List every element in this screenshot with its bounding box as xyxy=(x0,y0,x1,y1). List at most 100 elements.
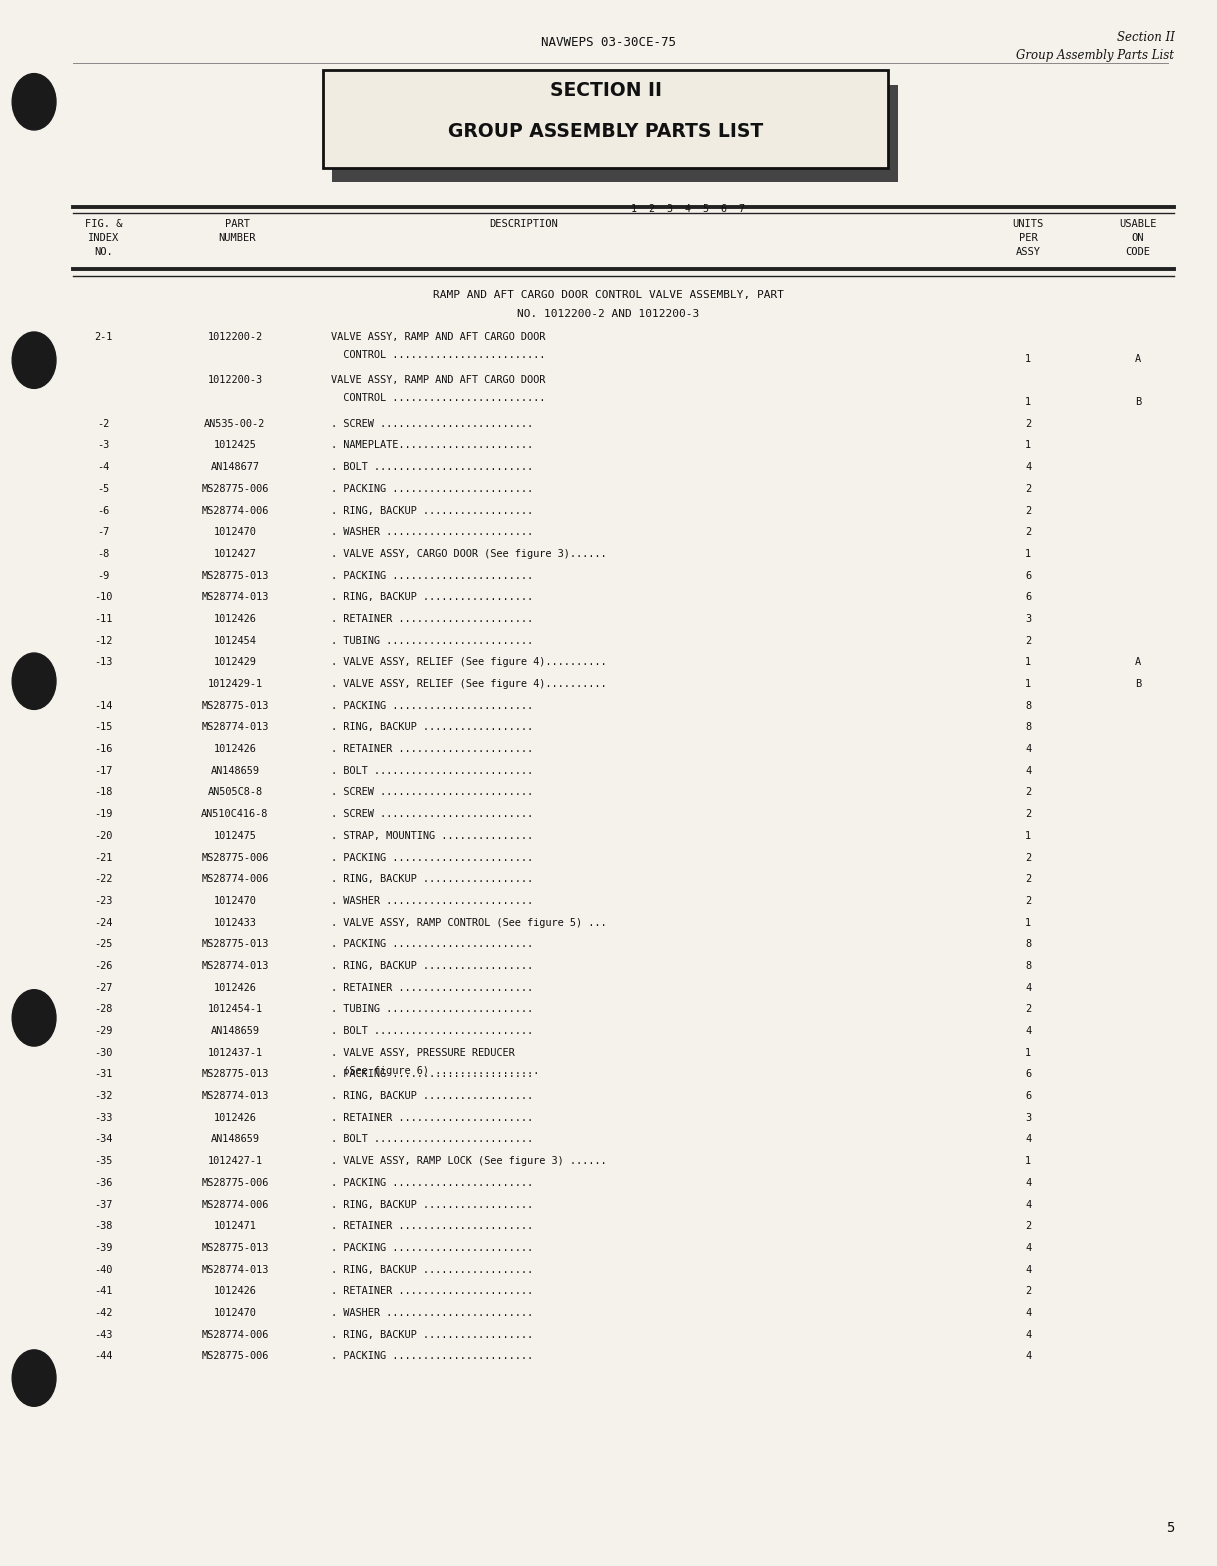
Text: 1: 1 xyxy=(1025,354,1032,363)
Text: 1: 1 xyxy=(1025,918,1032,927)
Text: 6: 6 xyxy=(1025,1092,1032,1101)
Text: -23: -23 xyxy=(94,896,113,905)
Text: . PACKING .......................: . PACKING ....................... xyxy=(331,570,533,581)
Text: -5: -5 xyxy=(97,484,110,493)
Text: -22: -22 xyxy=(94,874,113,885)
Text: SECTION II: SECTION II xyxy=(550,81,662,100)
Text: -41: -41 xyxy=(94,1286,113,1297)
Text: . VALVE ASSY, PRESSURE REDUCER: . VALVE ASSY, PRESSURE REDUCER xyxy=(331,1048,515,1057)
Text: 1: 1 xyxy=(1025,548,1032,559)
Text: MS28774-006: MS28774-006 xyxy=(201,874,269,885)
Text: 2: 2 xyxy=(1025,896,1032,905)
Text: RAMP AND AFT CARGO DOOR CONTROL VALVE ASSEMBLY, PART: RAMP AND AFT CARGO DOOR CONTROL VALVE AS… xyxy=(433,290,784,299)
Text: . RETAINER ......................: . RETAINER ...................... xyxy=(331,1221,533,1231)
Text: 2: 2 xyxy=(1025,528,1032,537)
Circle shape xyxy=(12,74,56,130)
Text: . RING, BACKUP ..................: . RING, BACKUP .................. xyxy=(331,506,533,515)
Text: -19: -19 xyxy=(94,810,113,819)
Text: 1012427: 1012427 xyxy=(213,548,257,559)
Text: 2: 2 xyxy=(1025,1286,1032,1297)
Text: 6: 6 xyxy=(1025,570,1032,581)
Text: -30: -30 xyxy=(94,1048,113,1057)
Text: MS28774-006: MS28774-006 xyxy=(201,1200,269,1209)
Text: . VALVE ASSY, RAMP LOCK (See figure 3) ......: . VALVE ASSY, RAMP LOCK (See figure 3) .… xyxy=(331,1156,606,1167)
Text: MS28775-006: MS28775-006 xyxy=(201,484,269,493)
Text: AN510C416-8: AN510C416-8 xyxy=(201,810,269,819)
Text: -15: -15 xyxy=(94,722,113,733)
Text: . TUBING ........................: . TUBING ........................ xyxy=(331,636,533,645)
Text: AN148659: AN148659 xyxy=(211,766,259,775)
Text: 1012470: 1012470 xyxy=(213,1308,257,1319)
Text: . RING, BACKUP ..................: . RING, BACKUP .................. xyxy=(331,592,533,603)
Text: FIG. &
INDEX
NO.: FIG. & INDEX NO. xyxy=(85,219,122,257)
Text: -3: -3 xyxy=(97,440,110,451)
FancyBboxPatch shape xyxy=(332,85,898,182)
Text: . WASHER ........................: . WASHER ........................ xyxy=(331,896,533,905)
Text: . WASHER ........................: . WASHER ........................ xyxy=(331,528,533,537)
FancyBboxPatch shape xyxy=(323,70,888,168)
Text: -17: -17 xyxy=(94,766,113,775)
Text: . BOLT ..........................: . BOLT .......................... xyxy=(331,1026,533,1037)
Text: MS28775-006: MS28775-006 xyxy=(201,1178,269,1189)
Text: -18: -18 xyxy=(94,788,113,797)
Text: 1: 1 xyxy=(1025,1048,1032,1057)
Text: . PACKING .......................: . PACKING ....................... xyxy=(331,700,533,711)
Text: A: A xyxy=(1134,658,1142,667)
Text: 2: 2 xyxy=(1025,874,1032,885)
Text: 2: 2 xyxy=(1025,810,1032,819)
Text: 8: 8 xyxy=(1025,722,1032,733)
Text: . VALVE ASSY, RAMP CONTROL (See figure 5) ...: . VALVE ASSY, RAMP CONTROL (See figure 5… xyxy=(331,918,606,927)
Text: . PACKING .......................: . PACKING ....................... xyxy=(331,484,533,493)
Text: . VALVE ASSY, RELIEF (See figure 4)..........: . VALVE ASSY, RELIEF (See figure 4).....… xyxy=(331,658,606,667)
Text: -13: -13 xyxy=(94,658,113,667)
Text: MS28774-013: MS28774-013 xyxy=(201,592,269,603)
Text: . RING, BACKUP ..................: . RING, BACKUP .................. xyxy=(331,1092,533,1101)
Text: 1012200-2: 1012200-2 xyxy=(207,332,263,341)
Text: NO. 1012200-2 AND 1012200-3: NO. 1012200-2 AND 1012200-3 xyxy=(517,309,700,318)
Text: VALVE ASSY, RAMP AND AFT CARGO DOOR: VALVE ASSY, RAMP AND AFT CARGO DOOR xyxy=(331,376,545,385)
Text: 4: 4 xyxy=(1025,1243,1032,1253)
Text: 1012426: 1012426 xyxy=(213,1113,257,1123)
Text: 1012429: 1012429 xyxy=(213,658,257,667)
Text: -44: -44 xyxy=(94,1351,113,1361)
Text: -36: -36 xyxy=(94,1178,113,1189)
Text: 8: 8 xyxy=(1025,962,1032,971)
Text: . SCREW .........................: . SCREW ......................... xyxy=(331,810,533,819)
Text: MS28774-013: MS28774-013 xyxy=(201,962,269,971)
Text: (See figure 6) .................: (See figure 6) ................. xyxy=(331,1065,539,1076)
Text: Group Assembly Parts List: Group Assembly Parts List xyxy=(1016,49,1174,61)
Text: AN535-00-2: AN535-00-2 xyxy=(204,418,265,429)
Text: . SCREW .........................: . SCREW ......................... xyxy=(331,418,533,429)
Text: -40: -40 xyxy=(94,1265,113,1275)
Text: -16: -16 xyxy=(94,744,113,755)
Text: AN148677: AN148677 xyxy=(211,462,259,471)
Text: . BOLT ..........................: . BOLT .......................... xyxy=(331,1134,533,1145)
Text: DESCRIPTION: DESCRIPTION xyxy=(489,219,557,229)
Text: -21: -21 xyxy=(94,852,113,863)
Text: B: B xyxy=(1134,680,1142,689)
Text: -42: -42 xyxy=(94,1308,113,1319)
Text: NAVWEPS 03-30CE-75: NAVWEPS 03-30CE-75 xyxy=(542,36,675,49)
Text: 1: 1 xyxy=(1025,680,1032,689)
Text: . RING, BACKUP ..................: . RING, BACKUP .................. xyxy=(331,1265,533,1275)
Text: -8: -8 xyxy=(97,548,110,559)
Text: UNITS
PER
ASSY: UNITS PER ASSY xyxy=(1013,219,1044,257)
Text: 6: 6 xyxy=(1025,592,1032,603)
Text: CONTROL .........................: CONTROL ......................... xyxy=(331,349,545,360)
Text: 2: 2 xyxy=(1025,418,1032,429)
Text: MS28775-013: MS28775-013 xyxy=(201,1070,269,1079)
Text: . RING, BACKUP ..................: . RING, BACKUP .................. xyxy=(331,962,533,971)
Text: . PACKING .......................: . PACKING ....................... xyxy=(331,1351,533,1361)
Text: -31: -31 xyxy=(94,1070,113,1079)
Text: -25: -25 xyxy=(94,940,113,949)
Text: MS28774-006: MS28774-006 xyxy=(201,1330,269,1339)
Text: 4: 4 xyxy=(1025,1026,1032,1037)
Text: 8: 8 xyxy=(1025,700,1032,711)
Text: -7: -7 xyxy=(97,528,110,537)
Text: -20: -20 xyxy=(94,832,113,841)
Text: MS28775-013: MS28775-013 xyxy=(201,1243,269,1253)
Text: . PACKING .......................: . PACKING ....................... xyxy=(331,1243,533,1253)
Text: . RING, BACKUP ..................: . RING, BACKUP .................. xyxy=(331,722,533,733)
Text: 5: 5 xyxy=(1166,1521,1174,1535)
Text: . VALVE ASSY, CARGO DOOR (See figure 3)......: . VALVE ASSY, CARGO DOOR (See figure 3).… xyxy=(331,548,606,559)
